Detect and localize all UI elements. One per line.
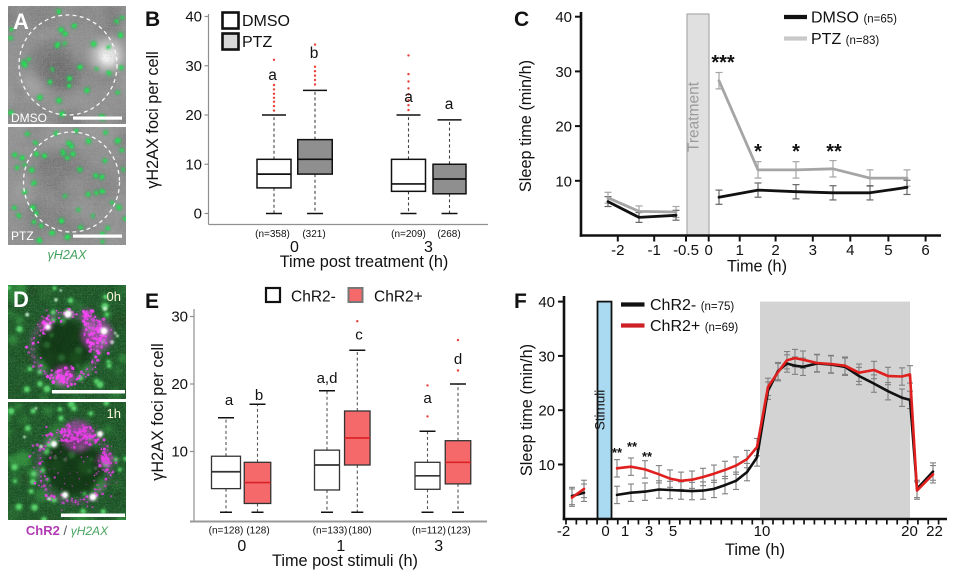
svg-text:Sleep time (min/h): Sleep time (min/h) [517, 60, 535, 192]
svg-text:E: E [145, 290, 159, 313]
svg-text:Time post stimuli (h): Time post stimuli (h) [272, 552, 418, 570]
svg-text:-1: -1 [648, 242, 661, 259]
svg-text:ChR2-: ChR2- [291, 289, 336, 306]
svg-text:**: ** [826, 141, 842, 163]
svg-text:10: 10 [538, 457, 555, 474]
svg-text:b: b [255, 387, 263, 404]
svg-text:5: 5 [884, 242, 892, 259]
svg-text:(n=128): (n=128) [209, 526, 244, 537]
svg-text:1: 1 [621, 523, 629, 540]
svg-text:a: a [404, 89, 413, 106]
svg-text:10: 10 [754, 523, 771, 540]
svg-text:Time (h): Time (h) [727, 258, 787, 276]
svg-text:γH2AX: γH2AX [48, 248, 88, 262]
svg-text:4: 4 [846, 242, 854, 259]
svg-text:10: 10 [185, 156, 202, 173]
svg-text:(128): (128) [246, 526, 269, 537]
svg-text:0h: 0h [107, 289, 121, 304]
svg-text:***: *** [711, 52, 735, 74]
svg-text:(n=209): (n=209) [391, 229, 426, 240]
svg-text:3: 3 [434, 538, 443, 555]
svg-text:30: 30 [185, 58, 202, 75]
svg-text:**: ** [642, 449, 653, 464]
svg-text:-2: -2 [611, 242, 624, 259]
svg-text:20: 20 [171, 376, 188, 393]
svg-text:b: b [310, 45, 319, 62]
svg-text:PTZ: PTZ [242, 34, 272, 51]
svg-text:*: * [754, 141, 762, 163]
svg-text:30: 30 [555, 64, 572, 81]
svg-text:20: 20 [185, 107, 202, 124]
svg-text:-2: -2 [557, 523, 570, 540]
svg-text:**: ** [627, 439, 638, 454]
svg-text:5: 5 [669, 523, 677, 540]
svg-text:a: a [268, 67, 277, 84]
svg-text:DMSO: DMSO [11, 111, 47, 125]
svg-text:0: 0 [194, 206, 202, 223]
svg-text:(123): (123) [447, 526, 470, 537]
svg-text:0: 0 [705, 242, 713, 259]
svg-text:a,d: a,d [317, 370, 338, 387]
svg-text:A: A [13, 9, 29, 34]
svg-text:DMSO (n=65): DMSO (n=65) [811, 10, 897, 27]
svg-text:30: 30 [538, 348, 555, 365]
svg-text:30: 30 [171, 309, 188, 326]
svg-text:PTZ (n=83): PTZ (n=83) [811, 31, 879, 48]
svg-text:Sleep time (min/h): Sleep time (min/h) [518, 344, 536, 476]
svg-text:Time post treatment (h): Time post treatment (h) [280, 253, 449, 271]
svg-text:2: 2 [771, 242, 779, 259]
svg-text:a: a [423, 390, 432, 407]
svg-text:PTZ: PTZ [11, 229, 34, 243]
svg-text:(n=112): (n=112) [412, 526, 446, 537]
svg-text:20: 20 [555, 119, 572, 136]
svg-text:Treatment: Treatment [686, 81, 703, 152]
svg-text:6: 6 [921, 242, 929, 259]
svg-text:B: B [145, 8, 160, 31]
svg-text:DMSO: DMSO [242, 13, 290, 30]
svg-text:1h: 1h [107, 406, 121, 421]
svg-text:c: c [355, 327, 363, 344]
svg-text:1: 1 [736, 242, 744, 259]
svg-text:40: 40 [555, 9, 572, 26]
svg-text:(180): (180) [348, 526, 371, 537]
svg-text:40: 40 [185, 9, 202, 26]
svg-text:10: 10 [171, 444, 188, 461]
svg-text:D: D [13, 287, 29, 312]
svg-text:ChR2 / γH2AX: ChR2 / γH2AX [26, 523, 109, 538]
svg-text:3: 3 [809, 242, 817, 259]
svg-text:0: 0 [601, 523, 609, 540]
svg-text:d: d [454, 351, 462, 368]
svg-text:*: * [792, 141, 800, 163]
svg-text:(268): (268) [437, 229, 460, 240]
svg-text:0: 0 [237, 538, 246, 555]
svg-text:(321): (321) [302, 229, 325, 240]
svg-text:ChR2- (n=75): ChR2- (n=75) [650, 297, 734, 314]
svg-text:(n=358): (n=358) [255, 229, 290, 240]
svg-text:20: 20 [538, 403, 555, 420]
svg-text:3: 3 [645, 523, 653, 540]
svg-text:(n=133): (n=133) [313, 526, 348, 537]
svg-text:0: 0 [290, 239, 299, 256]
svg-text:C: C [514, 8, 529, 31]
svg-text:Stimuli: Stimuli [593, 390, 608, 431]
svg-text:3: 3 [424, 239, 433, 256]
svg-text:F: F [514, 290, 527, 313]
svg-text:Time (h): Time (h) [725, 541, 785, 559]
svg-text:γH2AX foci per cell: γH2AX foci per cell [149, 343, 167, 481]
svg-text:10: 10 [555, 173, 572, 190]
svg-text:ChR2+ (n=69): ChR2+ (n=69) [650, 318, 738, 335]
svg-text:a: a [445, 96, 454, 113]
svg-text:a: a [225, 392, 234, 409]
svg-text:γH2AX foci per cell: γH2AX foci per cell [144, 51, 162, 189]
svg-text:**: ** [612, 445, 623, 460]
svg-text:-0.5: -0.5 [673, 242, 699, 259]
svg-text:22: 22 [926, 523, 943, 540]
svg-text:1: 1 [336, 538, 345, 555]
svg-text:ChR2+: ChR2+ [374, 289, 423, 306]
svg-text:40: 40 [538, 294, 555, 311]
svg-text:20: 20 [901, 523, 918, 540]
